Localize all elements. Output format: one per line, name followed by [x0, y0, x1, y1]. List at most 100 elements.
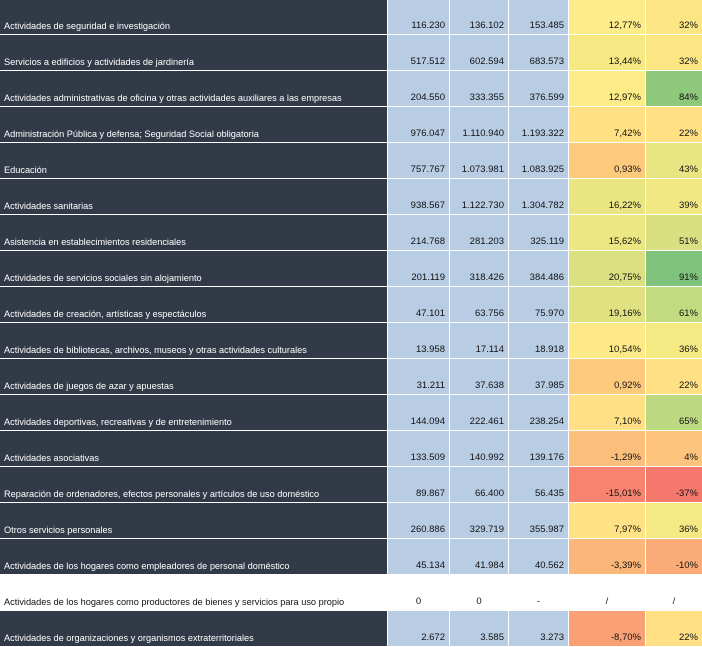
value-cell-3: 683.573 — [509, 35, 569, 70]
share-cell: 22% — [646, 107, 702, 142]
value-cell-2: 37.638 — [450, 359, 509, 394]
row-label: Actividades de seguridad e investigación — [0, 0, 388, 34]
value-cell-3: 56.435 — [509, 467, 569, 502]
pct-cell: -15,01% — [569, 467, 646, 502]
value-cell-3: 75.970 — [509, 287, 569, 322]
row-label: Actividades de organizaciones y organism… — [0, 611, 388, 646]
row-label: Servicios a edificios y actividades de j… — [0, 35, 388, 70]
pct-cell: -8,70% — [569, 611, 646, 646]
pct-cell: 12,77% — [569, 0, 646, 34]
row-label: Educación — [0, 143, 388, 178]
pct-cell: 7,42% — [569, 107, 646, 142]
value-cell-2: 41.984 — [450, 539, 509, 574]
row-label: Actividades de creación, artísticas y es… — [0, 287, 388, 322]
share-cell: 36% — [646, 503, 702, 538]
value-cell-3: 1.193.322 — [509, 107, 569, 142]
value-cell-1: 13.958 — [388, 323, 450, 358]
table-row: Otros servicios personales 260.886 329.719… — [0, 503, 702, 539]
table-row: Actividades asociativas 133.509 140.992 139… — [0, 431, 702, 467]
table-row: Educación 757.767 1.073.981 1.083.925 0,93% 4… — [0, 143, 702, 179]
value-cell-2: 1.110.940 — [450, 107, 509, 142]
pct-cell: 0,93% — [569, 143, 646, 178]
value-cell-1: 757.767 — [388, 143, 450, 178]
value-cell-3: 1.304.782 — [509, 179, 569, 214]
table-row: Actividades de creación, artísticas y es… — [0, 287, 702, 323]
value-cell-2: 1.122.730 — [450, 179, 509, 214]
value-cell-1: 0 — [388, 575, 450, 610]
table-row: Actividades de juegos de azar y apuestas… — [0, 359, 702, 395]
row-label: Administración Pública y defensa; Seguri… — [0, 107, 388, 142]
value-cell-2: 0 — [450, 575, 509, 610]
pct-cell: 19,16% — [569, 287, 646, 322]
share-cell: 32% — [646, 35, 702, 70]
table-row: Actividades de los hogares como producto… — [0, 575, 702, 611]
value-cell-1: 976.047 — [388, 107, 450, 142]
pct-cell: 15,62% — [569, 215, 646, 250]
share-cell: 22% — [646, 359, 702, 394]
value-cell-3: 37.985 — [509, 359, 569, 394]
row-label: Actividades administrativas de oficina y… — [0, 71, 388, 106]
row-label: Actividades de los hogares como producto… — [0, 575, 388, 610]
value-cell-2: 17.114 — [450, 323, 509, 358]
pct-cell: -3,39% — [569, 539, 646, 574]
table-row: Actividades administrativas de oficina y… — [0, 71, 702, 107]
value-cell-1: 31.211 — [388, 359, 450, 394]
share-cell: 65% — [646, 395, 702, 430]
value-cell-1: 45.134 — [388, 539, 450, 574]
table-row: Asistencia en establecimientos residenci… — [0, 215, 702, 251]
value-cell-1: 116.230 — [388, 0, 450, 34]
value-cell-3: - — [509, 575, 569, 610]
value-cell-1: 89.867 — [388, 467, 450, 502]
value-cell-3: 3.273 — [509, 611, 569, 646]
value-cell-1: 517.512 — [388, 35, 450, 70]
table-row: Actividades deportivas, recreativas y de… — [0, 395, 702, 431]
row-label: Reparación de ordenadores, efectos perso… — [0, 467, 388, 502]
pct-cell: 13,44% — [569, 35, 646, 70]
value-cell-2: 333.355 — [450, 71, 509, 106]
share-cell: / — [646, 575, 702, 610]
value-cell-1: 144.094 — [388, 395, 450, 430]
pct-cell: 7,97% — [569, 503, 646, 538]
value-cell-2: 222.461 — [450, 395, 509, 430]
pct-cell: 10,54% — [569, 323, 646, 358]
value-cell-2: 3.585 — [450, 611, 509, 646]
value-cell-3: 153.485 — [509, 0, 569, 34]
pct-cell: -1,29% — [569, 431, 646, 466]
pct-cell: 7,10% — [569, 395, 646, 430]
value-cell-1: 938.567 — [388, 179, 450, 214]
value-cell-2: 329.719 — [450, 503, 509, 538]
row-label: Actividades de los hogares como empleado… — [0, 539, 388, 574]
table-row: Actividades de seguridad e investigación… — [0, 0, 702, 35]
share-cell: -10% — [646, 539, 702, 574]
share-cell: 22% — [646, 611, 702, 646]
share-cell: 39% — [646, 179, 702, 214]
value-cell-3: 1.083.925 — [509, 143, 569, 178]
value-cell-1: 260.886 — [388, 503, 450, 538]
value-cell-1: 2.672 — [388, 611, 450, 646]
value-cell-3: 376.599 — [509, 71, 569, 106]
value-cell-1: 133.509 — [388, 431, 450, 466]
share-cell: 51% — [646, 215, 702, 250]
value-cell-2: 602.594 — [450, 35, 509, 70]
pct-cell: 16,22% — [569, 179, 646, 214]
value-cell-2: 140.992 — [450, 431, 509, 466]
table-row: Actividades de bibliotecas, archivos, mu… — [0, 323, 702, 359]
value-cell-3: 139.176 — [509, 431, 569, 466]
value-cell-3: 384.486 — [509, 251, 569, 286]
value-cell-2: 136.102 — [450, 0, 509, 34]
row-label: Actividades de bibliotecas, archivos, mu… — [0, 323, 388, 358]
value-cell-3: 40.562 — [509, 539, 569, 574]
share-cell: 4% — [646, 431, 702, 466]
value-cell-3: 355.987 — [509, 503, 569, 538]
pct-cell: 12,97% — [569, 71, 646, 106]
pct-cell: 0,92% — [569, 359, 646, 394]
table-row: Actividades de servicios sociales sin al… — [0, 251, 702, 287]
value-cell-2: 318.426 — [450, 251, 509, 286]
value-cell-2: 66.400 — [450, 467, 509, 502]
table-row: Actividades sanitarias 938.567 1.122.730 1.… — [0, 179, 702, 215]
value-cell-1: 47.101 — [388, 287, 450, 322]
row-label: Otros servicios personales — [0, 503, 388, 538]
table-row: Reparación de ordenadores, efectos perso… — [0, 467, 702, 503]
pct-cell: / — [569, 575, 646, 610]
